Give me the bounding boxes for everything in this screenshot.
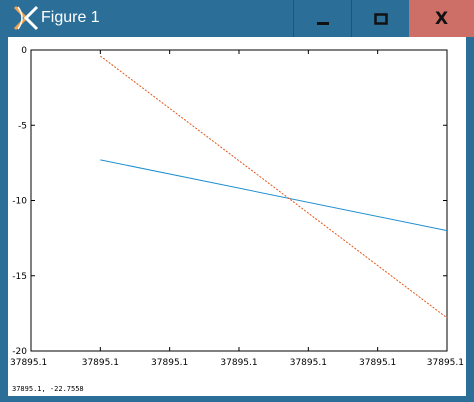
y-tick-label: -5 bbox=[18, 121, 27, 131]
maximize-button[interactable] bbox=[351, 0, 409, 37]
y-tick-label: -15 bbox=[12, 272, 27, 282]
title-bar: Figure 1 X bbox=[0, 0, 474, 37]
x-tick-label: 37895.1 bbox=[82, 358, 119, 368]
octave-icon[interactable] bbox=[12, 5, 40, 31]
minimize-icon bbox=[316, 21, 329, 25]
series-line-2 bbox=[100, 55, 448, 319]
window-title: Figure 1 bbox=[41, 9, 100, 26]
close-icon: X bbox=[434, 8, 449, 29]
y-tick-label: -10 bbox=[12, 197, 27, 207]
maximize-icon bbox=[373, 12, 388, 25]
axes-box bbox=[30, 49, 448, 352]
close-button[interactable]: X bbox=[409, 0, 474, 37]
x-tick-label: 37895.1 bbox=[427, 358, 464, 368]
x-tick-label: 37895.1 bbox=[290, 358, 327, 368]
series-line-1 bbox=[100, 159, 448, 232]
x-tick-label: 37895.1 bbox=[220, 358, 257, 368]
x-tick-label: 37895.1 bbox=[359, 358, 396, 368]
y-tick-label: 0 bbox=[21, 46, 27, 56]
coordinate-readout: 37895.1, -22.7558 bbox=[12, 385, 84, 393]
figure-canvas[interactable]: 0 -5 -10 -15 -20 37895.1 37895.1 37895.1 37895.1… bbox=[8, 37, 466, 396]
x-tick-label: 37895.1 bbox=[151, 358, 188, 368]
y-tick-label: -20 bbox=[12, 347, 27, 357]
minimize-button[interactable] bbox=[293, 0, 351, 37]
x-tick-label: 37895.1 bbox=[10, 358, 47, 368]
